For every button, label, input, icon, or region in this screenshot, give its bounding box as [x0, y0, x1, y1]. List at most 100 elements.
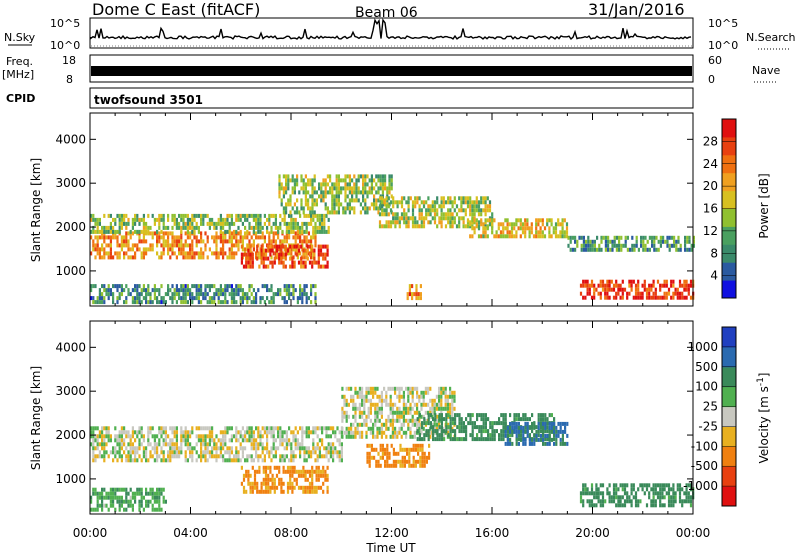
colorbar-swatch — [722, 280, 736, 299]
power-cell — [120, 292, 123, 297]
velocity-cell — [109, 438, 112, 443]
power-cell — [375, 190, 378, 195]
velocity-cell — [588, 503, 591, 508]
velocity-cell — [406, 459, 409, 464]
velocity-cell — [107, 495, 110, 500]
power-cell — [228, 247, 231, 252]
power-cell — [480, 222, 483, 227]
velocity-cell — [101, 499, 104, 504]
power-cell — [541, 222, 544, 227]
velocity-cell — [160, 487, 163, 492]
power-cell — [275, 252, 279, 257]
velocity-cell — [145, 446, 148, 451]
velocity-cell — [142, 450, 145, 455]
power-cell — [208, 288, 211, 293]
velocity-cell — [542, 437, 545, 442]
velocity-cell — [390, 463, 393, 468]
velocity-cell — [590, 483, 594, 488]
velocity-cell — [350, 434, 353, 439]
velocity-cell — [257, 442, 260, 447]
power-cell — [381, 190, 384, 195]
velocity-cell — [444, 398, 447, 403]
velocity-cell — [398, 394, 401, 399]
y-tick-label: 1000 — [55, 264, 86, 278]
power-cell — [665, 279, 668, 284]
velocity-cell — [421, 437, 424, 442]
velocity-cell — [101, 434, 104, 439]
power-cell — [230, 292, 233, 297]
velocity-cell — [186, 430, 189, 435]
velocity-cell — [358, 386, 361, 391]
velocity-cell — [338, 430, 341, 435]
power-cell — [419, 296, 422, 301]
power-cell — [193, 251, 196, 256]
velocity-cell — [394, 434, 397, 439]
power-cell — [182, 251, 185, 256]
velocity-cell — [579, 491, 583, 496]
velocity-cell — [546, 433, 549, 438]
velocity-cell — [269, 469, 272, 474]
velocity-cell — [127, 503, 130, 508]
power-cell — [377, 198, 380, 203]
power-cell — [574, 235, 577, 240]
velocity-cell — [107, 426, 110, 431]
velocity-cell — [418, 394, 421, 399]
power-cell — [322, 190, 325, 195]
velocity-cell — [105, 426, 108, 431]
velocity-cell — [394, 426, 397, 431]
power-cell — [226, 288, 229, 293]
power-cell — [407, 196, 410, 201]
power-cell — [462, 208, 465, 213]
velocity-cell — [659, 487, 662, 492]
power-cell — [469, 222, 472, 227]
power-cell — [599, 295, 602, 300]
power-cell — [147, 225, 150, 230]
power-cell — [127, 221, 130, 226]
velocity-cell — [506, 429, 509, 434]
power-cell — [120, 239, 123, 244]
power-cell — [228, 251, 231, 256]
power-cell — [224, 296, 227, 301]
velocity-cell — [158, 426, 161, 431]
power-cell — [289, 178, 292, 183]
velocity-cell — [151, 503, 154, 508]
power-cell — [109, 229, 112, 234]
power-cell — [101, 225, 104, 230]
velocity-cell — [630, 491, 633, 496]
power-cell — [217, 300, 220, 305]
power-cell — [282, 206, 285, 211]
velocity-cell — [94, 434, 97, 439]
velocity-cell — [599, 491, 602, 496]
power-cell — [606, 295, 609, 300]
velocity-cell — [171, 450, 174, 455]
power-cell — [301, 292, 304, 297]
power-cell — [323, 221, 326, 226]
velocity-cell — [528, 437, 531, 442]
power-cell — [134, 221, 137, 226]
velocity-cell — [280, 489, 283, 494]
velocity-cell — [266, 430, 269, 435]
velocity-cell — [226, 458, 229, 463]
velocity-cell — [436, 433, 439, 438]
velocity-cell — [685, 495, 688, 500]
power-cell — [650, 287, 653, 292]
velocity-cell — [142, 446, 145, 451]
power-cell — [403, 220, 406, 225]
power-cell — [191, 229, 194, 234]
power-cell — [318, 213, 321, 218]
velocity-cell — [550, 421, 553, 426]
velocity-cell — [601, 503, 605, 508]
power-cell — [271, 264, 274, 269]
power-cell — [279, 239, 282, 244]
power-cell — [377, 206, 380, 211]
power-cell — [271, 244, 274, 249]
velocity-cell — [356, 430, 359, 435]
velocity-cell — [273, 485, 276, 490]
power-cell — [313, 210, 316, 215]
power-cell — [169, 231, 172, 236]
velocity-cell — [329, 442, 332, 447]
velocity-cell — [502, 425, 505, 430]
power-cell — [319, 264, 323, 269]
velocity-cell — [184, 438, 187, 443]
velocity-cell — [208, 426, 211, 431]
